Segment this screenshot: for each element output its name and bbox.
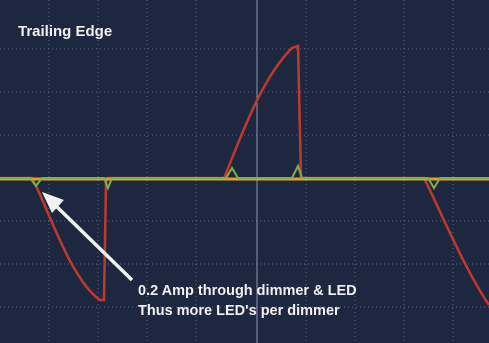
scope-screen: Trailing Edge 0.2 Amp through dimmer & L… [0,0,489,343]
title: Trailing Edge [18,23,112,40]
annotation-line: Thus more LED's per dimmer [138,303,340,319]
annotation-line: 0.2 Amp through dimmer & LED [138,283,357,299]
